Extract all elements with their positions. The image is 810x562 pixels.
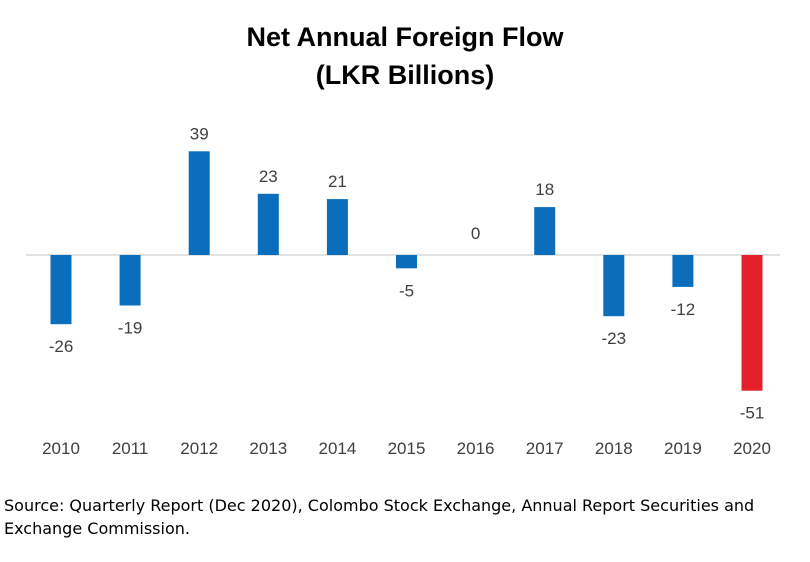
bar-2017 [534, 207, 556, 255]
x-tick-label-2018: 2018 [595, 439, 633, 458]
bars-group [50, 151, 763, 391]
bar-2014 [326, 199, 348, 255]
data-label-2012: 39 [190, 124, 209, 143]
x-tick-label-2017: 2017 [526, 439, 564, 458]
x-tick-label-2010: 2010 [42, 439, 80, 458]
x-tick-label-2016: 2016 [457, 439, 495, 458]
bar-2011 [119, 255, 141, 306]
data-label-2013: 23 [259, 167, 278, 186]
data-label-2018: -23 [602, 329, 627, 348]
data-label-2017: 18 [535, 180, 554, 199]
data-label-2016: 0 [471, 224, 480, 243]
data-label-2011: -19 [118, 319, 143, 338]
data-label-2014: 21 [328, 172, 347, 191]
x-tick-label-2020: 2020 [733, 439, 771, 458]
data-label-2010: -26 [49, 337, 74, 356]
x-tick-label-2019: 2019 [664, 439, 702, 458]
x-axis-tick-labels: 2010 2011 2012 2013 2014 2015 2016 2017 2018 2019… [42, 439, 771, 458]
source-note: Source: Quarterly Report (Dec 2020), Col… [4, 496, 755, 538]
data-label-2020: -51 [740, 404, 765, 423]
x-tick-label-2011: 2011 [112, 439, 149, 458]
x-tick-label-2014: 2014 [318, 439, 356, 458]
x-tick-label-2012: 2012 [180, 439, 218, 458]
x-tick-label-2015: 2015 [388, 439, 426, 458]
data-labels-group: -26 -19 39 23 21 -5 0 18 -23 -12 -51 [49, 124, 765, 422]
data-label-2019: -12 [671, 300, 696, 319]
bar-2015 [396, 255, 417, 269]
chart-title: Net Annual Foreign Flow (LKR Billions) [0, 18, 810, 94]
bar-2018 [603, 255, 625, 317]
bar-2012 [188, 151, 210, 255]
x-tick-label-2013: 2013 [249, 439, 287, 458]
bar-2010 [50, 255, 72, 325]
bar-2013 [257, 193, 279, 255]
chart-title-line-2: (LKR Billions) [315, 60, 495, 90]
bar-2019 [672, 255, 694, 287]
bar-2020 [741, 255, 763, 391]
chart-title-line-1: Net Annual Foreign Flow [246, 22, 564, 52]
data-label-2015: -5 [399, 281, 414, 300]
